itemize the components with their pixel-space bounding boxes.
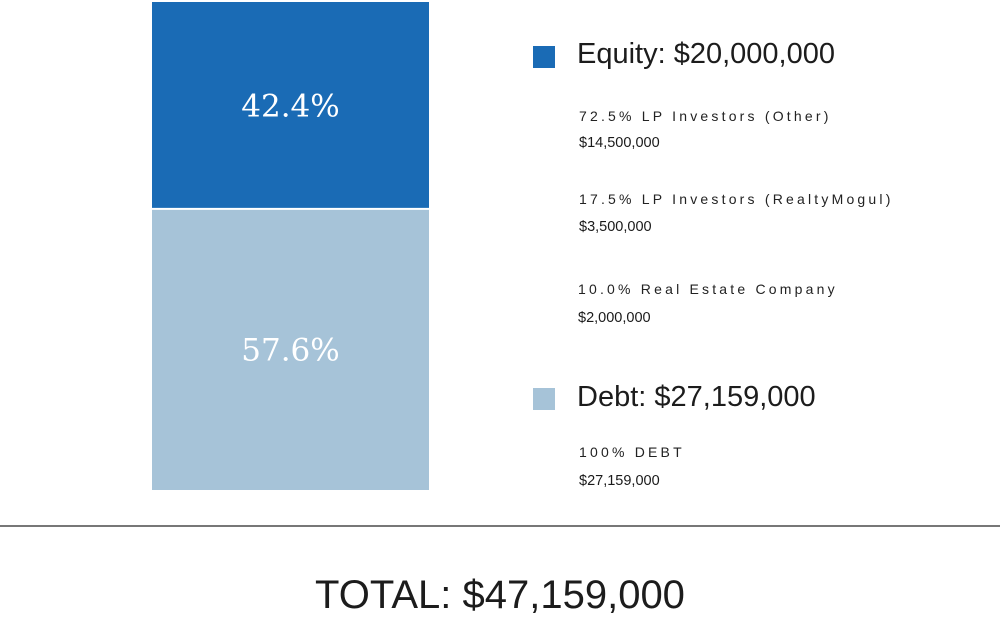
equity-item-value: $2,000,000 — [578, 310, 651, 326]
equity-item-label: 72.5% LP Investors (Other) — [579, 108, 832, 124]
bar-group: 42.4% 57.6% — [152, 2, 429, 491]
debt-legend-swatch — [533, 388, 555, 410]
bar-segment-equity — [152, 2, 429, 209]
debt-legend-title: Debt: $27,159,000 — [577, 381, 816, 413]
bar-data-label: 57.6% — [241, 332, 339, 368]
equity-legend-title: Equity: $20,000,000 — [577, 38, 835, 70]
debt-item-label: 100% DEBT — [579, 444, 685, 460]
divider-line — [0, 525, 1000, 527]
equity-item-label: 17.5% LP Investors (RealtyMogul) — [579, 191, 894, 207]
bar-segment-debt — [152, 208, 429, 491]
debt-item-value: $27,159,000 — [579, 473, 660, 489]
equity-item-label: 10.0% Real Estate Company — [578, 281, 838, 297]
equity-item-value: $3,500,000 — [579, 219, 652, 235]
equity-legend-swatch — [533, 46, 555, 68]
equity-item-value: $14,500,000 — [579, 135, 660, 151]
total-label: TOTAL: $47,159,000 — [315, 573, 685, 617]
bar-data-label: 42.4% — [241, 88, 339, 124]
